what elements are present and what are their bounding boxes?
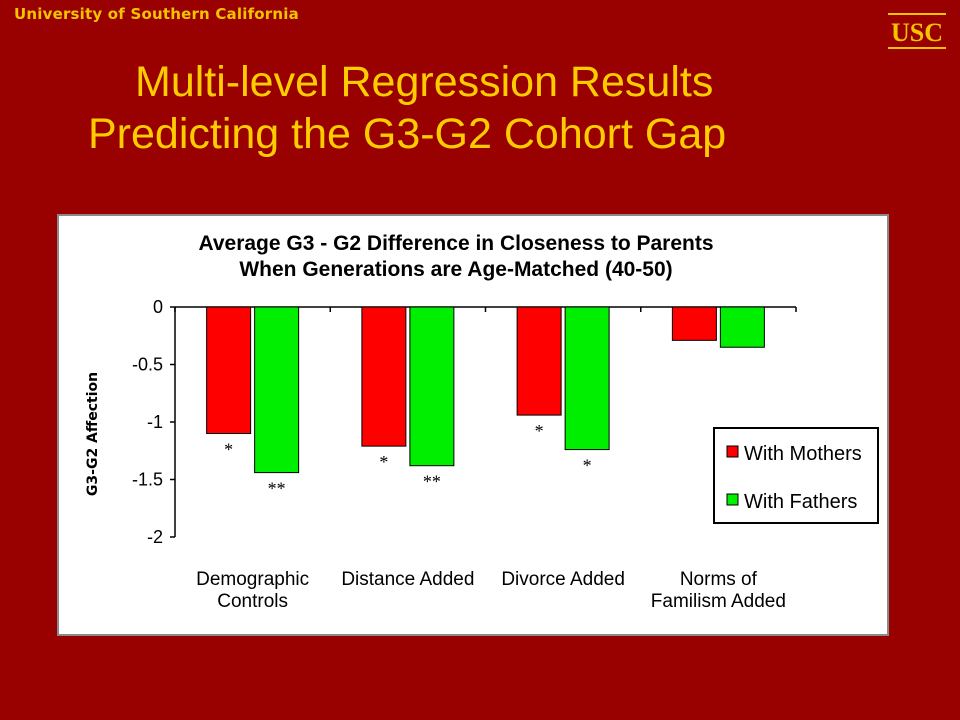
bar-fathers	[409, 306, 455, 467]
chart-subtitle: When Generations are Age-Matched (40-50)	[239, 258, 672, 281]
usc-logo-text: USC	[891, 18, 943, 47]
bar-mothers	[516, 306, 562, 416]
category-label: Norms of	[680, 569, 758, 590]
bar-fathers	[254, 306, 300, 474]
significance-marker: **	[268, 479, 286, 499]
slide-title-line-2: Predicting the G3-G2 Cohort Gap	[88, 110, 727, 158]
y-tick-label: 0	[153, 297, 163, 317]
top-banner: University of Southern California	[0, 0, 960, 34]
bar-chart: Average G3 - G2 Difference in Closeness …	[85, 232, 879, 612]
y-axis-label: G3-G2 Affection	[85, 372, 101, 496]
legend-swatch-mothers	[726, 445, 739, 458]
university-name: University of Southern California	[14, 5, 299, 23]
significance-marker: *	[583, 456, 592, 476]
bar-mothers	[206, 306, 252, 434]
category-label: Familism Added	[651, 591, 786, 612]
y-tick-label: -0.5	[132, 355, 163, 375]
legend-swatch-fathers	[726, 493, 739, 506]
y-tick-label: -1	[147, 412, 163, 432]
significance-marker: *	[535, 421, 544, 441]
legend-label-mothers: With Mothers	[744, 443, 862, 465]
category-label: Divorce Added	[501, 569, 625, 590]
bar-fathers	[719, 306, 765, 348]
significance-marker: *	[224, 440, 233, 460]
chart-legend: With Mothers With Fathers	[713, 427, 879, 524]
category-label: Demographic	[196, 569, 309, 590]
chart-panel: Average G3 - G2 Difference in Closeness …	[57, 214, 889, 636]
slide-title-line-1: Multi-level Regression Results	[135, 58, 714, 106]
y-tick-label: -1.5	[132, 470, 163, 490]
significance-marker: **	[423, 472, 441, 492]
category-label: Distance Added	[341, 569, 474, 590]
usc-logo: USC	[888, 13, 946, 49]
significance-marker: *	[379, 452, 388, 472]
bar-mothers	[361, 306, 407, 447]
category-label: Controls	[217, 591, 288, 612]
legend-label-fathers: With Fathers	[744, 491, 857, 513]
chart-title: Average G3 - G2 Difference in Closeness …	[198, 232, 713, 255]
plot-area: 0-0.5-1-1.5-2***DemographicControls***Di…	[132, 297, 797, 612]
bar-fathers	[564, 306, 610, 451]
legend-box	[713, 427, 879, 524]
y-tick-label: -2	[147, 527, 163, 547]
bar-mothers	[671, 306, 717, 341]
slide-title: Multi-level Regression Results Predictin…	[0, 56, 960, 160]
